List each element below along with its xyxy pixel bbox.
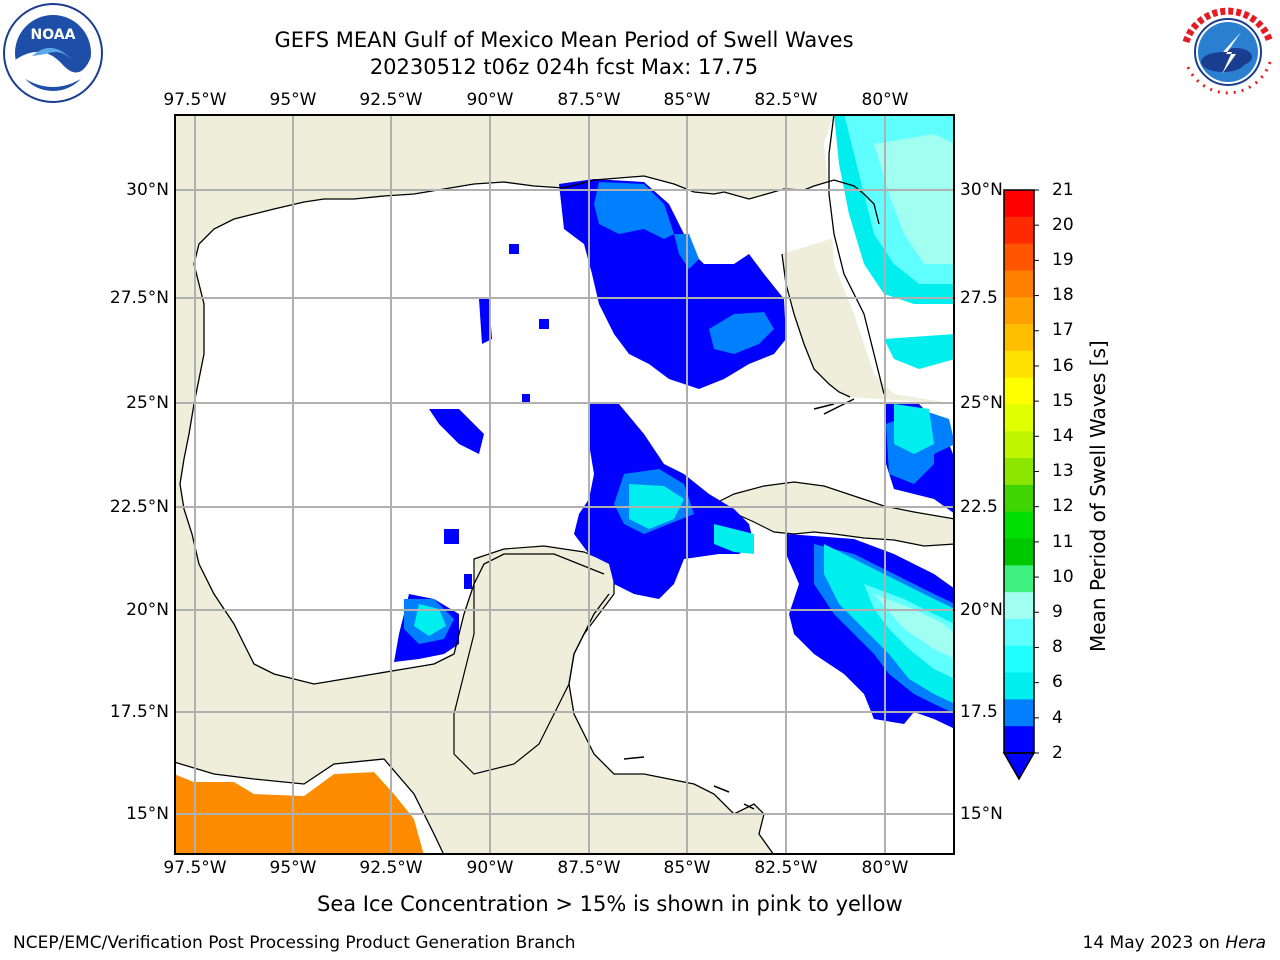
- map-subtitle: 20230512 t06z 024h fcst Max: 17.75: [369, 55, 759, 79]
- colorbar-tick: 8: [1052, 637, 1063, 657]
- lon-tick-top: 97.5°W: [163, 90, 227, 110]
- nws-logo: [1178, 2, 1278, 102]
- colorbar-extend-arrow: [1002, 752, 1036, 781]
- colorbar-tick: 2: [1052, 743, 1063, 763]
- lat-tick-left: 30°N: [126, 180, 169, 200]
- map-title: GEFS MEAN Gulf of Mexico Mean Period of …: [274, 28, 854, 52]
- colorbar-tick: 11: [1052, 532, 1074, 552]
- lat-tick-right: 20°N: [960, 600, 1003, 620]
- colorbar-tick: 10: [1052, 567, 1074, 587]
- colorbar-segment: [1004, 699, 1034, 727]
- lon-tick-top: 82.5°W: [754, 90, 818, 110]
- colorbar-segment: [1004, 458, 1034, 486]
- footer-date: 14 May 2023 on Hera: [1083, 933, 1267, 953]
- sea-ice-note: Sea Ice Concentration > 15% is shown in …: [317, 892, 903, 916]
- lon-tick-bottom: 82.5°W: [754, 858, 818, 878]
- colorbar-segment: [1004, 484, 1034, 513]
- colorbar-segment: [1004, 645, 1034, 674]
- map-frame: [174, 114, 955, 855]
- noaa-logo: NOAA: [2, 2, 104, 104]
- colorbar-tick: 19: [1052, 250, 1074, 270]
- noaa-logo-text: NOAA: [31, 27, 76, 43]
- colorbar-segment: [1004, 672, 1034, 700]
- colorbar-tick: 15: [1052, 391, 1074, 411]
- colorbar-label: Mean Period of Swell Waves [s]: [1086, 340, 1110, 652]
- colorbar-tick: 12: [1052, 496, 1074, 516]
- colorbar-segment: [1004, 726, 1034, 754]
- colorbar-segment: [1004, 431, 1034, 459]
- colorbar-segment: [1004, 216, 1034, 245]
- lat-tick-left: 15°N: [126, 804, 169, 824]
- coastline: [174, 114, 885, 855]
- lat-tick-right: 17.5: [960, 702, 998, 722]
- colorbar-segment: [1004, 243, 1034, 271]
- colorbar-tick: 9: [1052, 602, 1063, 622]
- lon-tick-bottom: 85°W: [663, 858, 711, 878]
- colorbar-segment: [1004, 324, 1034, 352]
- colorbar-segment: [1004, 618, 1034, 647]
- lon-tick-top: 80°W: [861, 90, 909, 110]
- lat-tick-left: 22.5°N: [109, 497, 169, 517]
- lat-tick-left: 27.5°N: [109, 288, 169, 308]
- lat-tick-left: 17.5°N: [109, 702, 169, 722]
- colorbar-segment: [1004, 538, 1034, 566]
- colorbar: [1002, 189, 1039, 781]
- lat-tick-left: 25°N: [126, 393, 169, 413]
- lon-tick-top: 85°W: [663, 90, 711, 110]
- lon-tick-top: 95°W: [269, 90, 317, 110]
- graticule: [174, 114, 955, 855]
- colorbar-tick: 20: [1052, 215, 1074, 235]
- colorbar-tick: 18: [1052, 285, 1074, 305]
- islands: [623, 398, 855, 810]
- lat-tick-right: 15°N: [960, 804, 1003, 824]
- colorbar-tick: 6: [1052, 672, 1063, 692]
- colorbar-tick: 21: [1052, 180, 1074, 200]
- colorbar-tick: 17: [1052, 320, 1074, 340]
- colorbar-segment: [1004, 350, 1034, 379]
- footer-credit: NCEP/EMC/Verification Post Processing Pr…: [13, 933, 576, 953]
- colorbar-tick: 14: [1052, 426, 1074, 446]
- pacific-coast-band: [174, 759, 444, 855]
- colorbar-tick: 4: [1052, 708, 1063, 728]
- lon-tick-bottom: 92.5°W: [359, 858, 423, 878]
- lat-tick-right: 27.5: [960, 288, 998, 308]
- footer-machine: Hera: [1225, 933, 1266, 953]
- colorbar-segment: [1004, 270, 1034, 298]
- colorbar-segment: [1004, 565, 1034, 593]
- colorbar-segment: [1004, 377, 1034, 405]
- colorbar-segment: [1004, 511, 1034, 540]
- colorbar-segment: [1004, 297, 1034, 325]
- lon-tick-bottom: 97.5°W: [163, 858, 227, 878]
- colorbar-tick: 13: [1052, 461, 1074, 481]
- lat-tick-right: 22.5: [960, 497, 998, 517]
- colorbar-tick: 16: [1052, 356, 1074, 376]
- map-plot: [174, 114, 955, 855]
- footer-date-text: 14 May 2023 on: [1082, 933, 1226, 953]
- lon-tick-top: 90°W: [466, 90, 514, 110]
- colorbar-segment: [1004, 404, 1034, 432]
- lon-tick-top: 92.5°W: [359, 90, 423, 110]
- lon-tick-bottom: 95°W: [269, 858, 317, 878]
- colorbar-segment: [1004, 592, 1034, 620]
- lon-tick-top: 87.5°W: [557, 90, 621, 110]
- lat-tick-right: 25°N: [960, 393, 1003, 413]
- lon-tick-bottom: 80°W: [861, 858, 909, 878]
- lat-tick-right: 30°N: [960, 180, 1003, 200]
- colorbar-segment: [1004, 190, 1034, 218]
- lon-tick-bottom: 87.5°W: [557, 858, 621, 878]
- lat-tick-left: 20°N: [126, 600, 169, 620]
- lon-tick-bottom: 90°W: [466, 858, 514, 878]
- cuba: [712, 481, 955, 547]
